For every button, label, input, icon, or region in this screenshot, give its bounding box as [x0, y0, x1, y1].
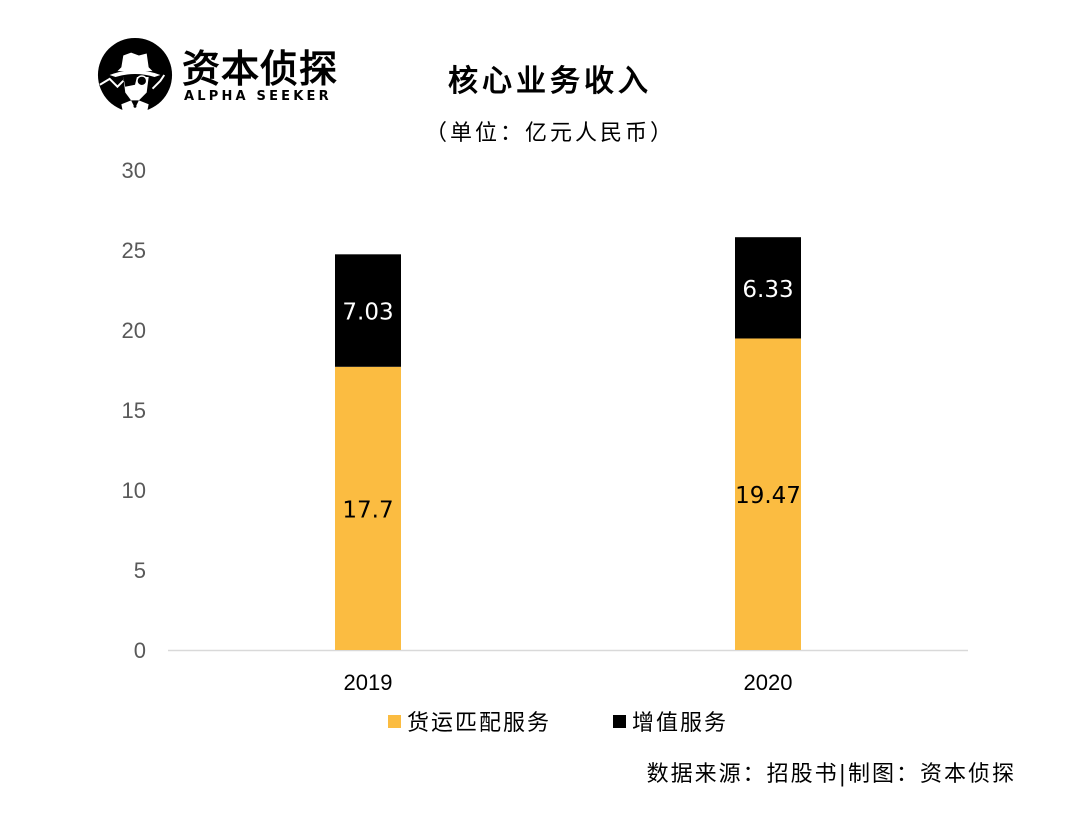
logo: 资本侦探 ALPHA SEEKER	[96, 34, 346, 116]
data-label-2019-series-1: 7.03	[342, 300, 393, 326]
detective-emblem-icon	[97, 37, 173, 114]
chart-subtitle: （单位：亿元人民币）	[424, 121, 675, 146]
chart-title: 核心业务收入	[448, 64, 652, 99]
legend-label-freight-matching: 货运匹配服务	[407, 711, 552, 736]
y-tick-label: 10	[122, 478, 146, 503]
legend-swatch-freight-matching	[388, 714, 401, 728]
y-tick-label: 25	[122, 238, 146, 263]
x-tick-label-2019: 2019	[344, 670, 393, 695]
logo-name-en: ALPHA SEEKER	[184, 89, 332, 104]
legend-label-value-added: 增值服务	[632, 711, 729, 736]
y-tick-label: 0	[134, 638, 146, 663]
bar-2020-series-0	[735, 338, 801, 650]
data-label-2020-series-0: 19.47	[735, 483, 801, 509]
data-source-note: 数据来源：招股书|制图：资本侦探	[646, 762, 1016, 787]
logo-name-cn: 资本侦探	[182, 47, 339, 91]
y-tick-label: 5	[134, 558, 146, 583]
x-tick-label-2020: 2020	[744, 670, 793, 695]
legend-item-freight-matching: 货运匹配服务	[388, 705, 551, 737]
bar-2019-series-0	[335, 366, 401, 650]
y-tick-label: 20	[122, 318, 146, 343]
bar-2020-series-1	[735, 237, 801, 339]
data-label-2020-series-1: 6.33	[742, 277, 793, 303]
bar-2019-series-1	[335, 254, 401, 367]
data-label-2019-series-0: 17.7	[342, 497, 393, 523]
legend-swatch-value-added	[613, 714, 627, 728]
y-tick-label: 15	[122, 398, 146, 423]
legend: 货运匹配服务 增值服务	[388, 705, 790, 737]
y-tick-label: 30	[122, 158, 146, 183]
legend-item-value-added: 增值服务	[613, 705, 728, 737]
